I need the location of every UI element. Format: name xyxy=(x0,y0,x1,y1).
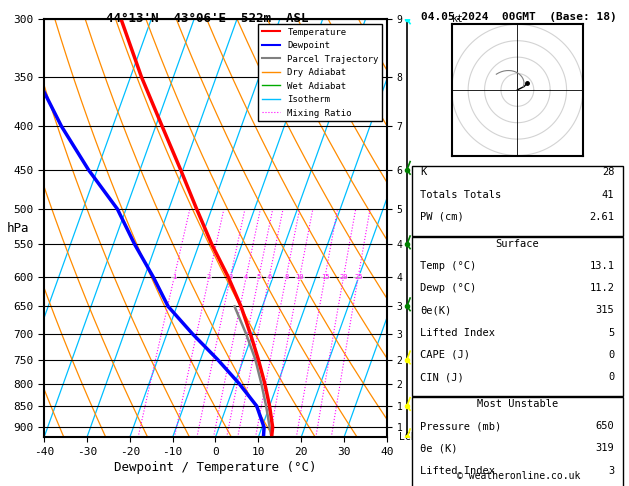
Text: CAPE (J): CAPE (J) xyxy=(420,350,470,360)
Text: Mixing Ratio (g/kg): Mixing Ratio (g/kg) xyxy=(502,173,512,284)
Y-axis label: km
ASL: km ASL xyxy=(420,228,440,250)
Text: 2.61: 2.61 xyxy=(589,212,615,222)
Text: θe (K): θe (K) xyxy=(420,443,458,453)
Text: Most Unstable: Most Unstable xyxy=(477,399,558,409)
Text: 0: 0 xyxy=(608,350,615,360)
Text: 15: 15 xyxy=(321,274,330,280)
Text: 650: 650 xyxy=(596,421,615,431)
Text: 20: 20 xyxy=(339,274,348,280)
Text: Surface: Surface xyxy=(496,239,539,249)
Text: 11.2: 11.2 xyxy=(589,283,615,293)
Text: 04.05.2024  00GMT  (Base: 18): 04.05.2024 00GMT (Base: 18) xyxy=(421,12,617,22)
Bar xyxy=(412,398,623,486)
Text: CIN (J): CIN (J) xyxy=(420,372,464,382)
Text: 319: 319 xyxy=(596,443,615,453)
Text: 2: 2 xyxy=(207,274,211,280)
Text: Temp (°C): Temp (°C) xyxy=(420,261,477,271)
Text: 5: 5 xyxy=(257,274,261,280)
Text: 0: 0 xyxy=(608,372,615,382)
X-axis label: Dewpoint / Temperature (°C): Dewpoint / Temperature (°C) xyxy=(114,461,316,474)
Legend: Temperature, Dewpoint, Parcel Trajectory, Dry Adiabat, Wet Adiabat, Isotherm, Mi: Temperature, Dewpoint, Parcel Trajectory… xyxy=(259,24,382,122)
Bar xyxy=(412,166,623,236)
Text: K: K xyxy=(420,168,426,177)
Text: 28: 28 xyxy=(602,168,615,177)
Text: 13.1: 13.1 xyxy=(589,261,615,271)
Text: 41: 41 xyxy=(602,190,615,200)
Text: 6: 6 xyxy=(267,274,272,280)
Text: 8: 8 xyxy=(284,274,288,280)
Text: 44°13'N  43°06'E  522m  ASL: 44°13'N 43°06'E 522m ASL xyxy=(106,12,309,25)
Text: Lifted Index: Lifted Index xyxy=(420,328,496,338)
Text: 3: 3 xyxy=(228,274,233,280)
Text: Totals Totals: Totals Totals xyxy=(420,190,502,200)
Text: © weatheronline.co.uk: © weatheronline.co.uk xyxy=(457,471,581,481)
Text: θe(K): θe(K) xyxy=(420,305,452,315)
Text: 25: 25 xyxy=(354,274,362,280)
Text: LCL: LCL xyxy=(399,433,416,442)
Text: Pressure (mb): Pressure (mb) xyxy=(420,421,502,431)
Bar xyxy=(412,237,623,396)
Text: hPa: hPa xyxy=(7,222,30,235)
Text: 3: 3 xyxy=(608,466,615,476)
Text: kt: kt xyxy=(452,14,464,24)
Text: PW (cm): PW (cm) xyxy=(420,212,464,222)
Text: 4: 4 xyxy=(244,274,248,280)
Text: Lifted Index: Lifted Index xyxy=(420,466,496,476)
Text: 1: 1 xyxy=(172,274,176,280)
Text: 10: 10 xyxy=(296,274,304,280)
Text: 315: 315 xyxy=(596,305,615,315)
Text: 5: 5 xyxy=(608,328,615,338)
Text: Dewp (°C): Dewp (°C) xyxy=(420,283,477,293)
